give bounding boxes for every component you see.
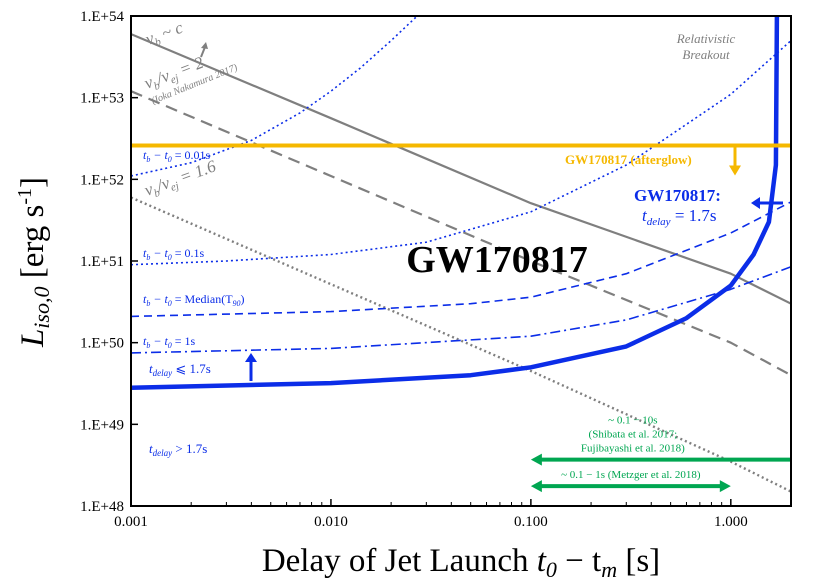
relativistic-label: Relativistic bbox=[676, 31, 736, 46]
gw170817-afterglow-label: GW170817 (afterglow) bbox=[565, 152, 692, 167]
tb-1s-label: tb − t0 = 1s bbox=[143, 334, 196, 350]
tb-median-label: tb − t0 = Median(T90) bbox=[143, 292, 245, 308]
x-tick-label-3: 1.000 bbox=[714, 514, 748, 530]
y-axis-title: Liso,0 [erg s-1] bbox=[14, 177, 54, 348]
vb-c-arrow bbox=[200, 46, 206, 58]
series-line-6 bbox=[131, 266, 791, 354]
tb-0.1s-label: tb − t0 = 0.1s bbox=[143, 246, 205, 262]
green-arrows-layer: ~ 0.1 − 10s (Shibata et al. 2017; Fujibaya… bbox=[530, 415, 791, 493]
x-axis-title: Delay of Jet Launch t0 − tm [s] bbox=[262, 543, 660, 582]
tdelay-up-arrowhead bbox=[245, 353, 257, 362]
series-line-4 bbox=[131, 40, 791, 266]
y-tick-label-1: 1.E+49 bbox=[80, 417, 124, 433]
green-arrow-label-0-0: ~ 0.1 − 10s bbox=[608, 415, 657, 427]
series-line-5 bbox=[131, 201, 791, 318]
tdelay-gt-label: tdelay > 1.7s bbox=[149, 441, 207, 458]
chart-title: GW170817 bbox=[406, 239, 588, 281]
green-arrow-label-0-1: (Shibata et al. 2017; bbox=[589, 429, 678, 441]
x-tick-label-1: 0.010 bbox=[314, 514, 348, 530]
y-tick-label-3: 1.E+51 bbox=[80, 254, 124, 270]
green-arrow-label-0-2: Fujibayashi et al. 2018) bbox=[581, 443, 685, 455]
x-tick-label-0: 0.001 bbox=[114, 514, 148, 530]
gw-tdelay-label-line2: tdelay = 1.7s bbox=[642, 206, 717, 228]
ticks-layer: 0.001 0.010 0.100 1.000 1.E+48 1.E+49 1.E+50 1.… bbox=[80, 9, 792, 530]
green-arrowhead-right-1 bbox=[719, 480, 731, 493]
series-line-1 bbox=[131, 90, 791, 377]
y-tick-label-2: 1.E+50 bbox=[80, 336, 124, 352]
series-line-3 bbox=[131, 16, 418, 177]
vb-c-arrowhead bbox=[201, 42, 208, 49]
y-tick-label-5: 1.E+53 bbox=[80, 91, 124, 107]
vb-c-annotation: vb ~ c bbox=[143, 18, 187, 52]
svg-text:vb/vej = 1.6: vb/vej = 1.6 bbox=[142, 156, 220, 202]
y-tick-label-6: 1.E+54 bbox=[80, 9, 124, 25]
x-tick-label-2: 0.100 bbox=[514, 514, 548, 530]
breakout-label: Breakout bbox=[682, 47, 730, 62]
gw-tdelay-label-line1: GW170817: bbox=[634, 186, 721, 205]
vb-vej-16-annotation: vb/vej = 1.6 bbox=[142, 156, 220, 202]
y-tick-label-4: 1.E+52 bbox=[80, 172, 124, 188]
gw170817-afterglow-arrowhead bbox=[729, 165, 741, 176]
green-arrow-label-1-0: ~ 0.1 − 1s (Metzger et al. 2018) bbox=[561, 469, 701, 481]
green-arrowhead-left-1 bbox=[530, 480, 542, 493]
svg-text:vb ~ c: vb ~ c bbox=[143, 18, 187, 52]
y-tick-label-0: 1.E+48 bbox=[80, 499, 124, 515]
green-arrowhead-left-0 bbox=[530, 453, 542, 466]
tb-0.01s-label: tb − t0 = 0.01s bbox=[143, 148, 211, 164]
series-line-2 bbox=[131, 196, 791, 493]
tdelay-le-label: tdelay ⩽ 1.7s bbox=[149, 361, 211, 378]
series-line-0 bbox=[131, 33, 791, 305]
gw-left-arrowhead bbox=[751, 197, 760, 209]
